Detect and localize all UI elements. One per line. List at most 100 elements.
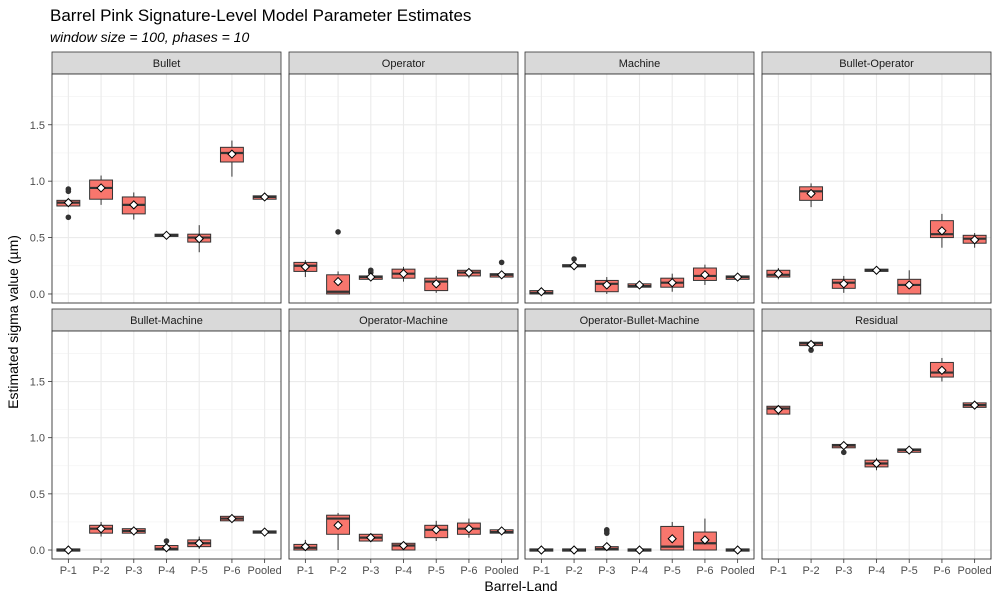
box-P-4 — [154, 538, 179, 553]
panels-group: Bullet 0.0 0.5 1.0 1.5 Operator Machine Bullet-… — [30, 51, 992, 577]
box-P-3 — [121, 526, 146, 536]
facet-panel: Machine — [524, 51, 755, 304]
mean-marker — [227, 149, 237, 159]
mean-marker — [259, 527, 270, 537]
mean-marker — [667, 277, 677, 288]
mean-marker — [129, 526, 139, 536]
box-P-6 — [456, 518, 481, 538]
x-tick-label: P-6 — [696, 565, 713, 577]
box-P-1 — [766, 268, 791, 280]
box-P-3 — [358, 267, 383, 282]
x-tick-label: P-6 — [933, 565, 950, 577]
mean-marker — [496, 270, 507, 280]
mean-marker — [194, 538, 204, 548]
box-P-5 — [660, 521, 685, 551]
mean-marker — [63, 545, 74, 555]
x-tick-label: P-1 — [533, 565, 550, 577]
panel-border — [761, 73, 992, 304]
box-P-2 — [89, 521, 114, 537]
outlier-point — [65, 188, 72, 195]
mean-marker — [634, 280, 645, 290]
box-P-1 — [293, 260, 318, 278]
box-P-4 — [154, 230, 179, 241]
box-Pooled — [489, 526, 514, 536]
box-Pooled — [962, 400, 987, 410]
chart-title: Barrel Pink Signature-Level Model Parame… — [50, 6, 471, 25]
box-P-4 — [391, 540, 416, 551]
mean-marker — [839, 279, 849, 289]
box-P-1 — [529, 545, 554, 555]
mean-marker — [536, 287, 547, 297]
box-P-5 — [424, 520, 449, 542]
x-tick-label: P-3 — [835, 565, 852, 577]
panel-border — [524, 73, 755, 304]
mean-marker — [602, 280, 612, 290]
box-P-6 — [219, 140, 244, 177]
box-P-5 — [187, 225, 212, 253]
x-tick-label: P-1 — [60, 565, 77, 577]
mean-marker — [904, 445, 914, 455]
box-P-4 — [627, 280, 652, 290]
facet-strip-label: Bullet-Machine — [130, 315, 203, 327]
box-Pooled — [725, 545, 750, 555]
mean-marker — [96, 183, 106, 193]
box-P-3 — [831, 275, 856, 293]
box-P-3 — [594, 277, 619, 294]
box-Pooled — [725, 272, 750, 282]
outlier-point — [163, 538, 170, 544]
x-tick-label: P-3 — [125, 565, 142, 577]
box-Pooled — [489, 259, 514, 280]
box-P-5 — [424, 275, 449, 293]
facet-strip-label: Machine — [619, 58, 661, 70]
box-P-6 — [929, 213, 954, 248]
facet-strip-label: Bullet-Operator — [839, 58, 914, 70]
mean-marker — [161, 543, 172, 553]
mean-marker — [732, 272, 743, 282]
box-Pooled — [962, 233, 987, 248]
mean-marker — [667, 534, 677, 544]
x-tick-label: P-4 — [631, 565, 648, 577]
mean-marker — [227, 513, 237, 524]
facet-strip-label: Operator-Machine — [359, 315, 448, 327]
outlier-point — [65, 214, 72, 221]
y-tick-label: 0.5 — [30, 489, 45, 501]
box-P-6 — [456, 267, 481, 279]
mean-marker — [300, 262, 311, 272]
box-P-3 — [831, 440, 856, 456]
box-P-1 — [56, 186, 81, 221]
x-tick-label: P-2 — [803, 565, 820, 577]
facet-panel: Bullet-Operator — [761, 51, 992, 304]
y-tick-label: 0.0 — [30, 545, 45, 557]
x-tick-label: Pooled — [485, 565, 519, 577]
mean-marker — [773, 404, 784, 415]
mean-marker — [398, 268, 409, 279]
mean-marker — [536, 545, 547, 555]
facet-panel: Operator-Bullet-Machine P-1 P-2 P-3 P-4 P-5 P-… — [524, 308, 755, 577]
outlier-point — [571, 256, 577, 262]
mean-marker — [366, 272, 376, 282]
box-P-2 — [799, 183, 824, 208]
mean-marker — [969, 235, 980, 245]
panel-border — [288, 73, 519, 304]
mean-marker — [871, 458, 882, 469]
y-tick-label: 1.0 — [30, 433, 45, 445]
mean-marker — [259, 192, 270, 202]
box-P-2 — [89, 175, 114, 205]
y-tick-label: 0.0 — [30, 289, 45, 301]
x-tick-label: P-5 — [428, 565, 445, 577]
panel-border — [51, 73, 282, 304]
facet-panel: Bullet-Machine 0.0 0.5 1.0 1.5 P-1 P-2 P-3 P-4 P-… — [30, 308, 282, 577]
box-P-6 — [219, 513, 244, 524]
x-axis-title: Barrel-Land — [484, 578, 557, 594]
mean-marker — [937, 226, 947, 236]
box-P-6 — [692, 264, 717, 285]
mean-marker — [333, 520, 343, 531]
x-tick-label: P-1 — [297, 565, 314, 577]
x-tick-label: P-6 — [223, 565, 240, 577]
box-P-2 — [562, 545, 587, 555]
mean-marker — [969, 400, 980, 410]
mean-marker — [904, 280, 914, 290]
x-tick-label: P-5 — [664, 565, 681, 577]
x-tick-label: P-3 — [362, 565, 379, 577]
chart-subtitle: window size = 100, phases = 10 — [50, 29, 249, 45]
